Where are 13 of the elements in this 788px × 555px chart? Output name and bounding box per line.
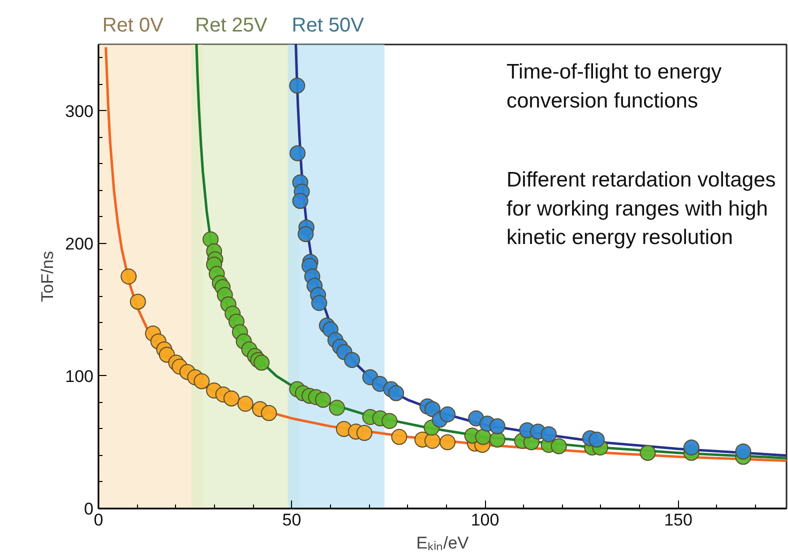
band-label: Ret 50V: [292, 14, 365, 36]
x-tick-label: 150: [664, 510, 692, 530]
y-tick-label: 100: [65, 366, 94, 386]
y-tick-label: 300: [65, 102, 94, 121]
band-label: Ret 25V: [195, 14, 268, 36]
y-tick-label: 200: [65, 234, 94, 254]
x-tick-label: 50: [282, 510, 302, 530]
x-axis-title: Eₖᵢₙ/eV: [416, 534, 470, 552]
x-tick-label: 100: [470, 510, 500, 530]
annotation: Different retardation voltages for working ranges with high kinetic energy resolution: [506, 168, 776, 249]
band-label: Ret 0V: [102, 14, 164, 36]
y-axis-title: ToF/ns: [38, 250, 58, 302]
annotation: Time-of-flight to energy conversion functions: [506, 60, 722, 112]
